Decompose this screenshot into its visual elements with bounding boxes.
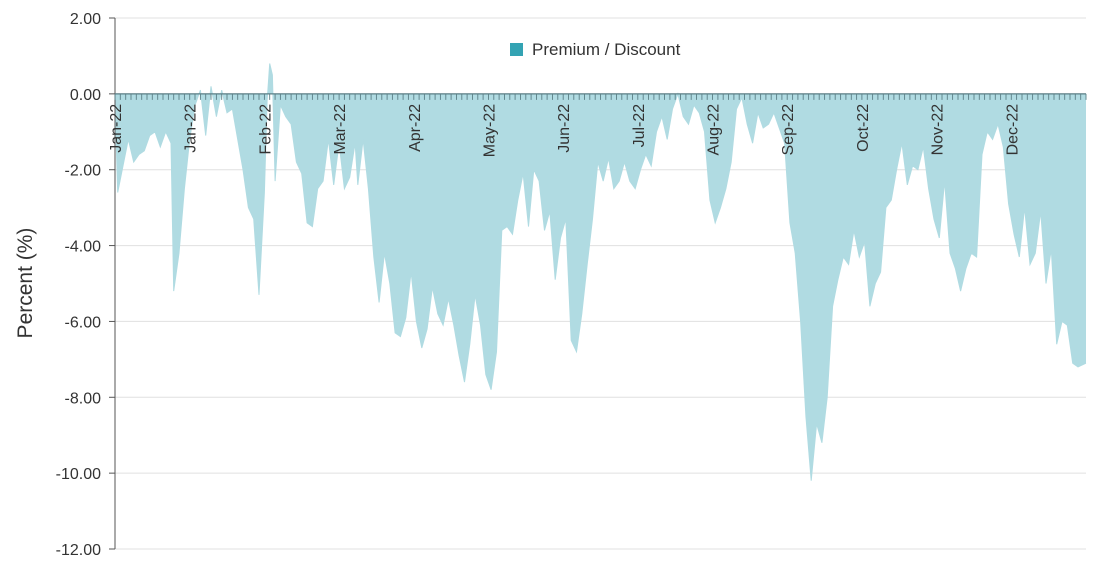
x-tick-label: Jul-22 [631, 104, 648, 148]
x-axis-tick-labels: Jan-22 Jan-22 Feb-22 Mar-22 Apr-22 May-22 Jun-… [108, 104, 1021, 157]
y-tick-label: 0.00 [70, 87, 101, 104]
legend-label: Premium / Discount [532, 40, 681, 59]
x-tick-label: Jan-22 [108, 104, 125, 153]
x-axis-minor-ticks [114, 93, 1087, 100]
y-tick-label: -12.00 [56, 542, 101, 559]
y-axis-label: Percent (%) [14, 228, 37, 339]
x-tick-label: Jun-22 [556, 104, 573, 153]
y-tick-label: -2.00 [65, 163, 102, 180]
x-tick-label: Feb-22 [257, 104, 274, 155]
x-tick-label: Nov-22 [930, 104, 947, 156]
area-series [114, 63, 1087, 481]
x-tick-label: Aug-22 [706, 104, 723, 156]
axes [114, 18, 1087, 549]
y-tick-label: -6.00 [65, 314, 102, 331]
y-tick-label: -8.00 [65, 390, 102, 407]
x-tick-label: Mar-22 [332, 104, 349, 155]
x-tick-label: Dec-22 [1004, 104, 1021, 156]
x-tick-label: Sep-22 [780, 104, 797, 156]
line-premium-discount [114, 63, 1087, 481]
y-tick-label: 2.00 [70, 11, 101, 28]
y-axis-tick-labels: 2.00 0.00 -2.00 -4.00 -6.00 -8.00 -10.00 -12.00 [56, 11, 101, 559]
x-tick-label: Jan-22 [183, 104, 200, 153]
x-tick-label: May-22 [482, 104, 499, 157]
x-tick-label: Apr-22 [407, 104, 424, 152]
area-premium-discount [115, 63, 1086, 481]
legend[interactable]: Premium / Discount [510, 40, 681, 59]
y-tick-label: -10.00 [56, 466, 101, 483]
x-tick-label: Oct-22 [855, 104, 872, 152]
legend-swatch [510, 43, 523, 56]
y-tick-label: -4.00 [65, 239, 102, 256]
